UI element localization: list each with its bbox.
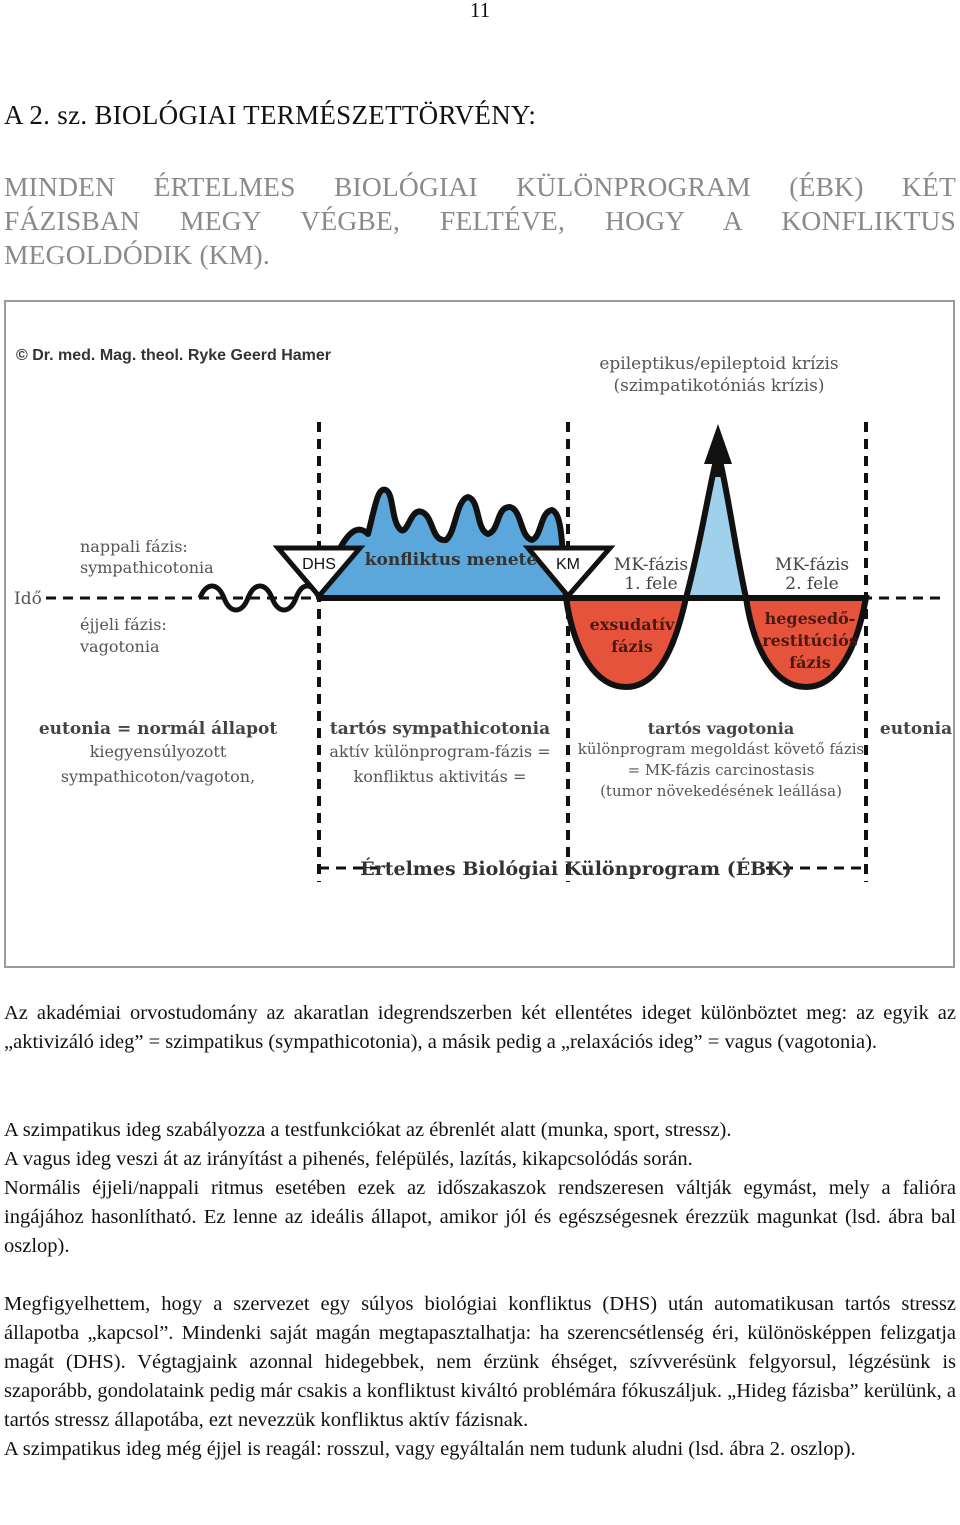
vagotonia-line3: = MK-fázis carcinostasis [628, 761, 815, 779]
conflict-course-label: konfliktus menete [365, 550, 538, 570]
biological-law-diagram: DHS KM © Dr. med. Mag. theol. Ryke Geerd… [4, 300, 955, 968]
law-title: A 2. sz. BIOLÓGIAI TERMÉSZETTÖRVÉNY: [4, 100, 537, 130]
dhs-triangle [272, 545, 366, 600]
exudative-phase-area [562, 595, 690, 691]
vagotonia-line1: tartós vagotonia [648, 719, 795, 738]
eutonia-left-line1: eutonia = normál állapot [39, 719, 277, 739]
time-label: Idő [14, 589, 42, 609]
crisis-label-line2: (szimpatikotóniás krízis) [613, 376, 824, 396]
paragraph-text: Megfigyelhettem, hogy a szervezet egy sú… [4, 1293, 956, 1431]
eutonia-right-label: eutonia [880, 719, 952, 739]
sympathicotonia-line3: konfliktus aktivitás = [354, 767, 527, 786]
paragraph-line: A vagus ideg veszi át az irányítást a pi… [4, 1148, 693, 1170]
dhs-label: DHS [302, 556, 336, 573]
law-statement-line: MINDEN ÉRTELMES BIOLÓGIAI KÜLÖNPROGRAM (… [4, 171, 956, 202]
night-phase-line1: éjjeli fázis: [80, 615, 167, 634]
mk2-label-line1: MK-fázis [775, 555, 849, 575]
sympathicotonia-line2: aktív különprogram-fázis = [329, 742, 550, 761]
conflict-active-area [316, 486, 569, 601]
law-statement-line: FÁZISBAN MEGY VÉGBE, FELTÉVE, HOGY A KON… [4, 205, 956, 236]
vagotonia-line2: különprogram megoldást követő fázis [578, 740, 865, 758]
km-triangle [522, 545, 616, 600]
day-phase-line1: nappali fázis: [80, 537, 188, 556]
sympathicotonia-line1: tartós sympathicotonia [330, 719, 550, 739]
mk1-label-line2: 1. fele [624, 574, 677, 594]
ebk-label: Értelmes Biológiai Különprogram (ÉBK) [360, 857, 792, 880]
paragraph-line: A szimpatikus ideg szabályozza a testfun… [4, 1119, 732, 1141]
law-statement-line: MEGOLDÓDIK (KM). [4, 239, 270, 270]
km-label: KM [556, 556, 580, 573]
vagotonia-line4: (tumor növekedésének leállása) [600, 782, 842, 800]
copyright-notice: © Dr. med. Mag. theol. Ryke Geerd Hamer [16, 347, 331, 364]
mk1-label-line1: MK-fázis [614, 555, 688, 575]
paragraph-2: A szimpatikus ideg szabályozza a testfun… [4, 1116, 956, 1261]
healing-label-line2: restitúciós [762, 631, 858, 650]
day-phase-line2: sympathicotonia [80, 558, 214, 577]
exudative-label-line1: exsudatív [590, 615, 675, 634]
paragraph-3: Megfigyelhettem, hogy a szervezet egy sú… [4, 1290, 956, 1464]
page-number: 11 [469, 0, 491, 22]
healing-label-line3: fázis [789, 653, 830, 672]
healing-phase-area [742, 595, 870, 691]
exudative-label-line2: fázis [611, 637, 652, 656]
crisis-arrow-head [704, 424, 732, 464]
eutonia-left-line3: sympathicoton/vagoton, [61, 767, 255, 786]
mk2-label-line2: 2. fele [785, 574, 838, 594]
paragraph-1: Az akadémiai orvostudomány az akaratlan … [4, 999, 956, 1057]
baseline-wave [197, 583, 322, 613]
healing-label-line1: hegesedő- [765, 609, 856, 628]
paragraph-text: Az akadémiai orvostudomány az akaratlan … [4, 1002, 956, 1053]
crisis-label-line1: epileptikus/epileptoid krízis [599, 354, 838, 374]
eutonia-left-line2: kiegyensúlyozott [90, 742, 227, 761]
law-statement: MINDEN ÉRTELMES BIOLÓGIAI KÜLÖNPROGRAM (… [4, 170, 956, 272]
paragraph-line: Normális éjjeli/nappali ritmus esetében … [4, 1177, 956, 1257]
paragraph-text: A szimpatikus ideg még éjjel is reagál: … [4, 1438, 856, 1460]
night-phase-line2: vagotonia [79, 637, 160, 656]
